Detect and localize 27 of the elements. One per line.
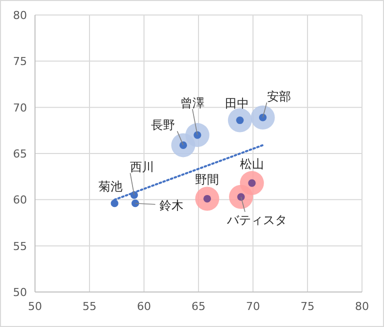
point (131, 200, 140, 208)
annotation: 菊池 (98, 179, 123, 194)
y-tick-label: 70 (13, 101, 27, 114)
y-tick-label: 50 (13, 286, 27, 299)
annotation: 安部 (266, 89, 291, 104)
x-tick-label: 80 (355, 300, 369, 313)
y-tick-label: 75 (13, 55, 27, 68)
x-tick-label: 50 (28, 300, 42, 313)
y-tick-label: 80 (13, 9, 27, 22)
x-tick-label: 65 (192, 300, 206, 313)
y-tick-label: 55 (13, 240, 27, 253)
annotation: 田中 (224, 96, 249, 110)
x-tick-label: 70 (246, 300, 260, 313)
x-tick-label: 75 (300, 300, 314, 313)
annotation: 長野 (151, 118, 176, 132)
y-tick-label: 65 (13, 148, 27, 160)
x-tick-label: 55 (82, 300, 96, 313)
annotation: 曾澤 (180, 96, 204, 110)
point (110, 200, 118, 208)
annotation: バティスタ (226, 212, 288, 227)
annotation: 西川 (130, 160, 154, 174)
x-tick-label: 60 (137, 300, 151, 313)
annotation: 鈴木 (159, 198, 184, 212)
point (130, 191, 138, 199)
y-tick-label: 60 (13, 194, 27, 207)
annotation: 松山 (240, 157, 264, 172)
annotation: 野間 (195, 172, 220, 187)
